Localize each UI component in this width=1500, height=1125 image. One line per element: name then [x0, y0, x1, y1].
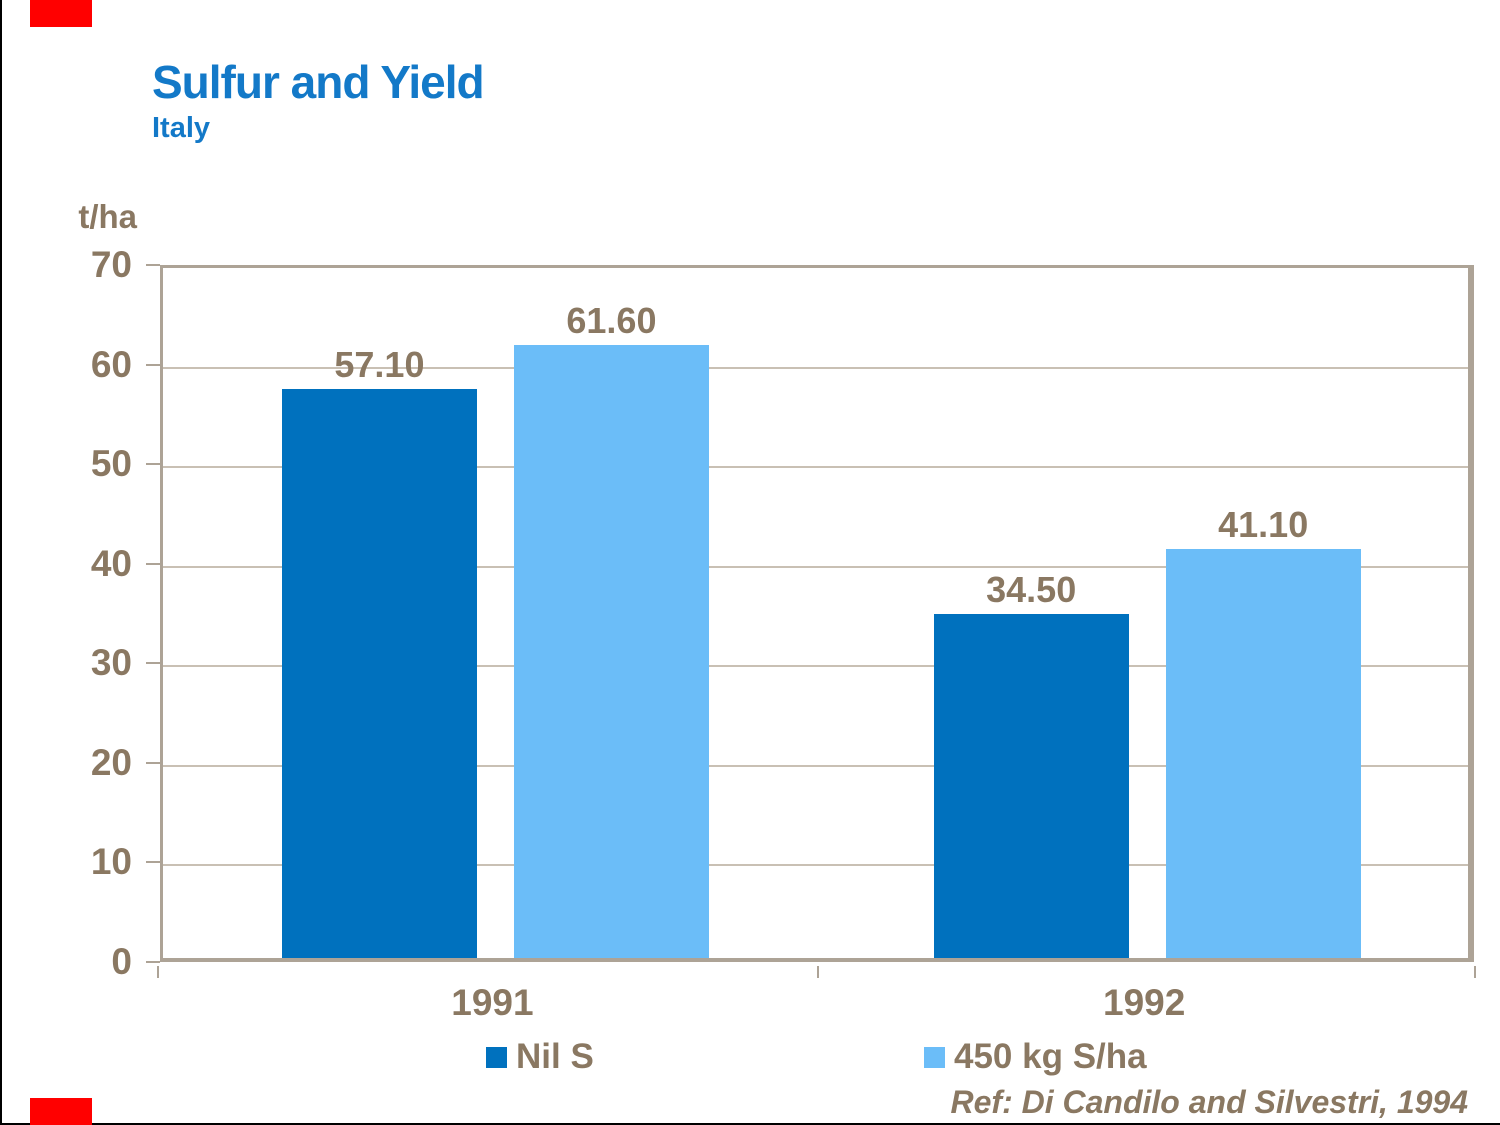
gridline-10 — [163, 864, 1468, 867]
bottom-edge-line — [0, 1123, 1500, 1125]
bar-1992-450-kg-s-ha — [1165, 548, 1361, 958]
red-accent-top-left — [30, 0, 92, 27]
gridline-20 — [163, 764, 1468, 767]
ytick-label-40: 40 — [90, 542, 132, 584]
y-axis-unit-label: t/ha — [78, 198, 137, 235]
legend-swatch-nil-s — [486, 1046, 507, 1068]
bar-1991-450-kg-s-ha — [513, 344, 709, 958]
gridline-30 — [163, 665, 1468, 668]
category-label-1991: 1991 — [451, 982, 534, 1023]
xtick-mark-2 — [1474, 966, 1476, 978]
reference-note: Ref: Di Candilo and Silvestri, 1994 — [950, 1084, 1468, 1120]
ytick-mark-50 — [146, 463, 160, 466]
gridline-40 — [163, 565, 1468, 568]
bar-value-label: 57.10 — [334, 344, 425, 386]
page-title: Sulfur and Yield — [152, 56, 485, 108]
ytick-mark-40 — [146, 562, 160, 565]
red-accent-bottom-left — [30, 1098, 92, 1125]
bar-1992-nil-s — [933, 614, 1129, 958]
ytick-mark-70 — [146, 264, 160, 266]
gridline-50 — [163, 466, 1468, 469]
ytick-mark-60 — [146, 363, 160, 366]
ytick-label-20: 20 — [90, 741, 132, 783]
ytick-label-10: 10 — [90, 841, 132, 883]
ytick-label-50: 50 — [90, 443, 132, 485]
legend-label-450kg: 450 kg S/ha — [954, 1037, 1147, 1076]
plot-area: 57.10 34.50 61.60 41.10 — [160, 265, 1474, 962]
page-subtitle: Italy — [152, 112, 211, 144]
xtick-mark-0 — [157, 966, 159, 978]
ytick-label-0: 0 — [111, 941, 132, 982]
legend-swatch-450kg — [924, 1046, 945, 1068]
legend-label-nil-s: Nil S — [516, 1037, 594, 1076]
xtick-mark-1 — [817, 966, 819, 978]
category-label-1992: 1992 — [1103, 982, 1186, 1023]
ytick-mark-30 — [146, 662, 160, 665]
ytick-label-60: 60 — [90, 343, 132, 385]
ytick-label-70: 70 — [90, 244, 132, 285]
ytick-label-30: 30 — [90, 642, 132, 684]
ytick-mark-20 — [146, 761, 160, 764]
legend-item-nil-s: Nil S — [486, 1037, 594, 1076]
ytick-mark-10 — [146, 861, 160, 864]
legend-item-450kg: 450 kg S/ha — [924, 1037, 1147, 1076]
gridline-60 — [163, 366, 1468, 369]
left-edge-line — [0, 0, 2, 1125]
bar-value-label: 34.50 — [986, 569, 1077, 611]
bar-1991-nil-s — [281, 389, 477, 958]
bar-value-label: 41.10 — [1218, 503, 1309, 545]
bar-value-label: 61.60 — [566, 299, 657, 341]
ytick-mark-0 — [146, 961, 160, 963]
